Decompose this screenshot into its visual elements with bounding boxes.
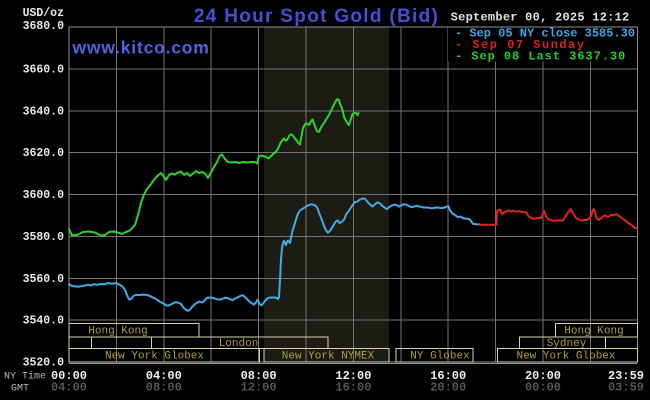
svg-text:- Sep 08 Last 3637.30: - Sep 08 Last 3637.30: [455, 50, 626, 64]
svg-text:16:00: 16:00: [335, 381, 371, 395]
svg-text:- Sep 05 NY close 3585.30: - Sep 05 NY close 3585.30: [455, 26, 635, 40]
svg-text:NY Globex: NY Globex: [410, 351, 470, 363]
svg-text:20:00: 20:00: [525, 369, 561, 383]
svg-text:www.kitco.com: www.kitco.com: [72, 38, 210, 58]
svg-text:08:00: 08:00: [241, 369, 277, 383]
svg-text:3680.0: 3680.0: [23, 20, 65, 33]
svg-text:3660.0: 3660.0: [23, 63, 65, 76]
svg-text:04:00: 04:00: [146, 369, 182, 383]
svg-text:00:00: 00:00: [525, 381, 561, 395]
svg-text:New York Globex: New York Globex: [105, 351, 204, 363]
svg-text:3560.0: 3560.0: [23, 273, 65, 286]
svg-text:USD/oz: USD/oz: [23, 7, 65, 20]
svg-text:3540.0: 3540.0: [23, 315, 65, 328]
svg-text:- Sep 07 Sunday: - Sep 07 Sunday: [455, 38, 586, 52]
svg-text:GMT: GMT: [11, 384, 29, 395]
svg-text:3600.0: 3600.0: [23, 189, 65, 202]
svg-text:Hong Kong: Hong Kong: [564, 326, 623, 338]
svg-text:3580.0: 3580.0: [23, 231, 65, 244]
svg-text:New York Globex: New York Globex: [516, 351, 615, 363]
svg-text:12:00: 12:00: [241, 381, 277, 395]
svg-text:23:59: 23:59: [608, 369, 644, 383]
svg-text:08:00: 08:00: [146, 381, 182, 395]
svg-text:3620.0: 3620.0: [23, 147, 65, 160]
svg-text:04:00: 04:00: [51, 381, 87, 395]
svg-text:NY Time: NY Time: [4, 371, 46, 383]
svg-text:12:00: 12:00: [335, 369, 371, 383]
svg-text:New York NYMEX: New York NYMEX: [282, 351, 375, 363]
svg-text:20:00: 20:00: [430, 381, 466, 395]
svg-text:3640.0: 3640.0: [23, 105, 65, 118]
svg-text:Hong Kong: Hong Kong: [88, 326, 147, 338]
svg-text:3520.0: 3520.0: [23, 357, 65, 370]
svg-text:September 00, 2025 12:12: September 00, 2025 12:12: [451, 11, 630, 25]
svg-text:London: London: [219, 338, 259, 350]
svg-text:24 Hour Spot Gold (Bid): 24 Hour Spot Gold (Bid): [194, 6, 439, 27]
svg-text:03:59: 03:59: [608, 381, 644, 395]
svg-text:00:00: 00:00: [51, 369, 87, 383]
svg-text:16:00: 16:00: [430, 369, 466, 383]
svg-text:Sydney: Sydney: [547, 338, 587, 350]
